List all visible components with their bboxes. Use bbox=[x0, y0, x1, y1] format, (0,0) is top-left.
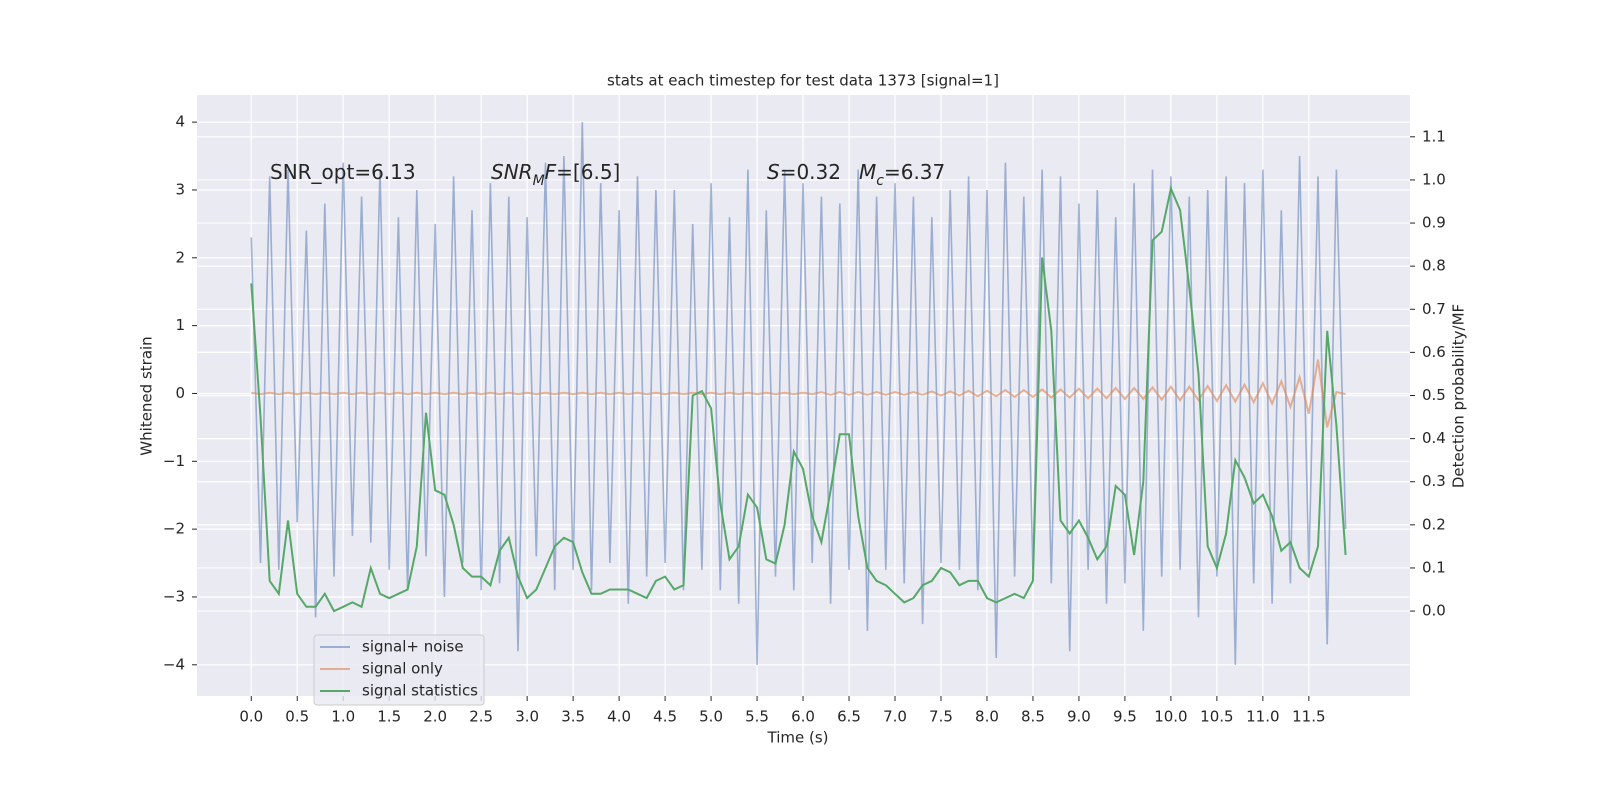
annotation-part: SNR bbox=[491, 160, 533, 184]
y2-tick-label: 0.3 bbox=[1422, 472, 1446, 490]
x-tick-label: 8.5 bbox=[1021, 708, 1045, 726]
y-tick-label: −4 bbox=[163, 655, 185, 673]
annotation: SNR_opt=6.13 bbox=[270, 160, 416, 184]
y2-tick-label: 0.9 bbox=[1422, 214, 1446, 232]
annotation-part: SNR_opt=6.13 bbox=[270, 160, 416, 184]
y2-tick-label: 0.2 bbox=[1422, 515, 1446, 533]
x-tick-label: 6.0 bbox=[791, 708, 815, 726]
y2-tick-label: 1.0 bbox=[1422, 170, 1446, 188]
x-tick-label: 4.5 bbox=[653, 708, 677, 726]
annotation-part: M bbox=[859, 160, 876, 184]
x-tick-label: 10.5 bbox=[1200, 708, 1233, 726]
legend-label: signal+ noise bbox=[362, 638, 464, 656]
annotation-part: S bbox=[767, 160, 780, 184]
annotation-part: =6.37 bbox=[884, 160, 945, 184]
y-tick-label: −3 bbox=[163, 587, 185, 605]
x-tick-label: 11.5 bbox=[1292, 708, 1325, 726]
y2-tick-label: 0.1 bbox=[1422, 558, 1446, 576]
legend-label: signal statistics bbox=[362, 682, 478, 700]
x-tick-label: 7.0 bbox=[883, 708, 907, 726]
legend-box bbox=[313, 634, 485, 706]
x-tick-label: 1.0 bbox=[331, 708, 355, 726]
y-tick-label: 1 bbox=[175, 316, 185, 334]
annotation-part: F=[6.5] bbox=[545, 160, 621, 184]
x-tick-label: 0.0 bbox=[239, 708, 263, 726]
x-tick-label: 8.0 bbox=[975, 708, 999, 726]
x-tick-label: 7.5 bbox=[929, 708, 953, 726]
series-line bbox=[251, 359, 1346, 428]
y2-tick-label: 1.1 bbox=[1422, 127, 1446, 145]
y-axis-label: Whitened strain bbox=[138, 336, 156, 455]
x-axis-label: Time (s) bbox=[767, 729, 829, 747]
x-tick-label: 2.5 bbox=[469, 708, 493, 726]
x-tick-label: 0.5 bbox=[285, 708, 309, 726]
annotation-part: M bbox=[533, 173, 545, 189]
x-tick-label: 9.0 bbox=[1067, 708, 1091, 726]
x-tick-label: 9.5 bbox=[1113, 708, 1137, 726]
chart-title: stats at each timestep for test data 137… bbox=[607, 72, 999, 90]
x-tick-label: 10.0 bbox=[1154, 708, 1187, 726]
y-tick-label: −1 bbox=[163, 452, 185, 470]
series-line bbox=[250, 185, 1347, 613]
y2-tick-label: 0.4 bbox=[1422, 429, 1446, 447]
annotation: SNRMF=[6.5] bbox=[491, 160, 620, 190]
annotation: Mc=6.37 bbox=[859, 160, 945, 190]
y2-tick-label: 0.7 bbox=[1422, 300, 1446, 318]
y2-tick-label: 0.8 bbox=[1422, 257, 1446, 275]
annotation: S=0.32 bbox=[767, 160, 841, 184]
y-tick-label: 4 bbox=[175, 113, 185, 131]
x-tick-label: 3.0 bbox=[515, 708, 539, 726]
x-tick-label: 4.0 bbox=[607, 708, 631, 726]
x-tick-label: 2.0 bbox=[423, 708, 447, 726]
x-tick-label: 3.5 bbox=[561, 708, 585, 726]
annotation-part: c bbox=[876, 173, 884, 189]
y-tick-label: 2 bbox=[175, 248, 185, 266]
x-tick-label: 1.5 bbox=[377, 708, 401, 726]
series-line bbox=[250, 122, 1347, 665]
y2-axis-label: Detection probability/MF bbox=[1450, 304, 1468, 488]
y2-tick-label: 0.6 bbox=[1422, 343, 1446, 361]
x-tick-label: 5.5 bbox=[745, 708, 769, 726]
y2-tick-label: 0.0 bbox=[1422, 602, 1446, 620]
y-tick-label: 3 bbox=[175, 180, 185, 198]
x-tick-label: 6.5 bbox=[837, 708, 861, 726]
x-tick-label: 5.0 bbox=[699, 708, 723, 726]
annotation-part: =0.32 bbox=[780, 160, 841, 184]
y-tick-label: −2 bbox=[163, 520, 185, 538]
legend-label: signal only bbox=[362, 660, 443, 678]
y-tick-label: 0 bbox=[175, 384, 185, 402]
y2-tick-label: 0.5 bbox=[1422, 386, 1446, 404]
x-tick-label: 11.0 bbox=[1246, 708, 1279, 726]
